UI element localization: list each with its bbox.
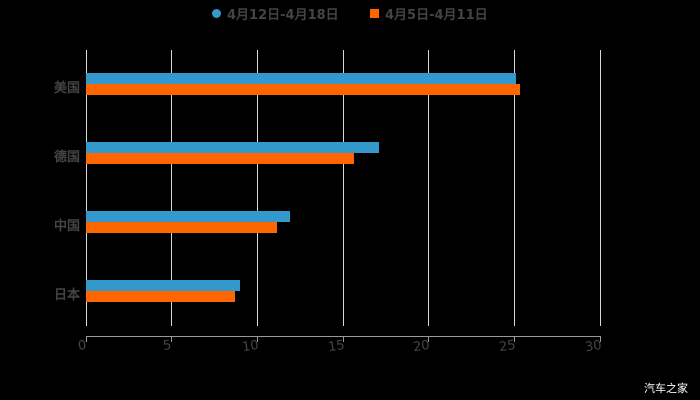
chart-legend: 4月12日-4月18日 4月5日-4月11日	[0, 4, 700, 24]
bar-china-series-2[interactable]	[86, 222, 277, 233]
x-tick	[86, 336, 87, 342]
gridline	[86, 50, 87, 326]
gridline	[514, 50, 515, 326]
circle-marker-icon	[212, 9, 221, 18]
x-tick	[600, 336, 601, 342]
bar-china-series-1[interactable]	[86, 211, 290, 222]
category-label: 美国	[53, 81, 80, 96]
legend-item-series-2[interactable]: 4月5日-4月11日	[370, 4, 488, 23]
gridline	[343, 50, 344, 326]
legend-label: 4月5日-4月11日	[385, 8, 488, 23]
category-label: 德国	[53, 150, 80, 165]
watermark-logo: 汽车之家	[644, 382, 688, 395]
x-tick	[171, 336, 172, 342]
gridline	[171, 50, 172, 326]
legend-label: 4月12日-4月18日	[227, 8, 339, 23]
gridline	[257, 50, 258, 326]
bar-japan-series-1[interactable]	[86, 280, 240, 291]
x-tick	[343, 336, 344, 342]
category-label: 日本	[53, 288, 80, 303]
legend-item-series-1[interactable]: 4月12日-4月18日	[212, 4, 339, 23]
bar-usa-series-1[interactable]	[86, 73, 516, 84]
bar-germany-series-1[interactable]	[86, 142, 379, 153]
square-marker-icon	[370, 9, 379, 18]
category-label: 中国	[53, 219, 80, 234]
x-tick	[428, 336, 429, 342]
bar-usa-series-2[interactable]	[86, 84, 520, 95]
x-tick-label: 15	[327, 338, 346, 356]
x-tick	[257, 336, 258, 342]
gridline	[428, 50, 429, 326]
gridline	[600, 50, 601, 326]
x-tick-label: 30	[584, 338, 603, 356]
bar-japan-series-2[interactable]	[86, 291, 235, 302]
x-tick	[514, 336, 515, 342]
bar-germany-series-2[interactable]	[86, 153, 354, 164]
x-tick-label: 25	[498, 338, 517, 356]
x-tick-label: 20	[412, 338, 431, 356]
x-tick-label: 10	[241, 338, 260, 356]
